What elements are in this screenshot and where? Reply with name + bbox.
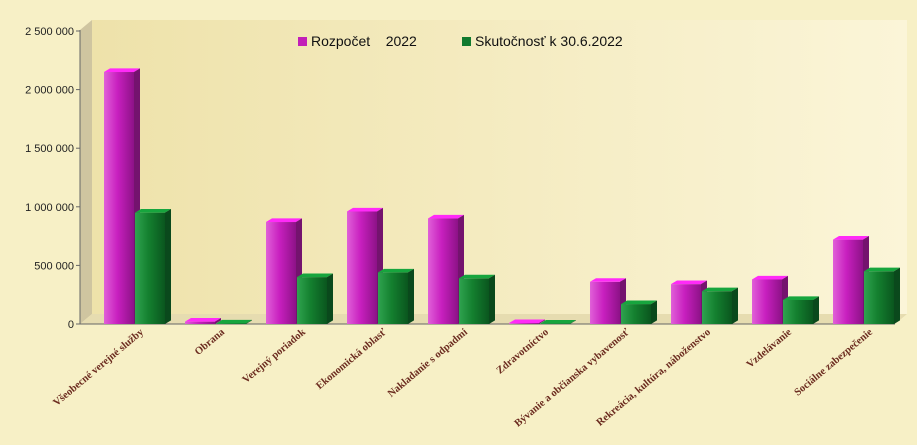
x-category-label: Všeobecné verejné služby — [51, 326, 146, 408]
y-tick-label: 1 000 000 — [25, 202, 74, 214]
bar-rozpocet — [590, 278, 626, 324]
plot-side-wall — [80, 20, 92, 324]
legend: Rozpočet 2022 Skutočnosť k 30.6.2022 — [298, 33, 623, 49]
legend-label-rozpocet: Rozpočet 2022 — [311, 33, 417, 49]
x-category-label: Zdravotníctvo — [495, 327, 551, 377]
x-category-label: Ekonomická oblasť — [314, 327, 389, 392]
legend-swatch-skutocnost — [462, 37, 471, 46]
bars — [104, 68, 900, 325]
y-tick-label: 2 000 000 — [25, 85, 74, 97]
bar-skutocnost — [459, 274, 495, 324]
bar-rozpocet — [104, 68, 140, 325]
bar-skutocnost — [621, 300, 657, 324]
y-tick-label: 1 500 000 — [25, 143, 74, 155]
bar-skutocnost — [864, 267, 900, 324]
bar-rozpocet — [347, 207, 383, 324]
bar-skutocnost — [297, 273, 333, 324]
legend-swatch-rozpocet — [298, 37, 307, 46]
plot-back-wall — [92, 20, 907, 314]
bar-skutocnost — [135, 209, 171, 324]
bar-rozpocet — [752, 275, 788, 324]
bar-skutocnost — [783, 296, 819, 324]
x-category-label: Nakladanie s odpadmi — [386, 327, 470, 400]
bar-skutocnost — [378, 268, 414, 324]
y-tick-label: 0 — [68, 319, 74, 331]
bar-rozpocet — [509, 319, 545, 324]
x-category-label: Verejný poriadok — [241, 327, 308, 386]
bar-rozpocet — [266, 218, 302, 324]
x-category-label: Vzdelávanie — [745, 327, 794, 371]
legend-label-skutocnost: Skutočnosť k 30.6.2022 — [475, 33, 623, 49]
bar-rozpocet — [671, 280, 707, 324]
bar-skutocnost — [216, 319, 252, 324]
bar-skutocnost — [540, 320, 576, 324]
y-tick-label: 500 000 — [34, 260, 74, 272]
bar-rozpocet — [833, 236, 869, 324]
bar-rozpocet — [185, 318, 221, 324]
x-category-label: Obrana — [193, 326, 227, 357]
bar-rozpocet — [428, 214, 464, 324]
x-category-label: Sociálne zabezpečenie — [793, 327, 876, 399]
x-axis-labels: Všeobecné verejné služby Obrana Verejný po… — [51, 326, 875, 429]
y-tick-label: 2 500 000 — [25, 26, 74, 38]
y-axis-ticks: 0 500 000 1 000 000 1 500 000 2 000 000 2 500… — [25, 26, 80, 331]
bar-skutocnost — [702, 287, 738, 324]
